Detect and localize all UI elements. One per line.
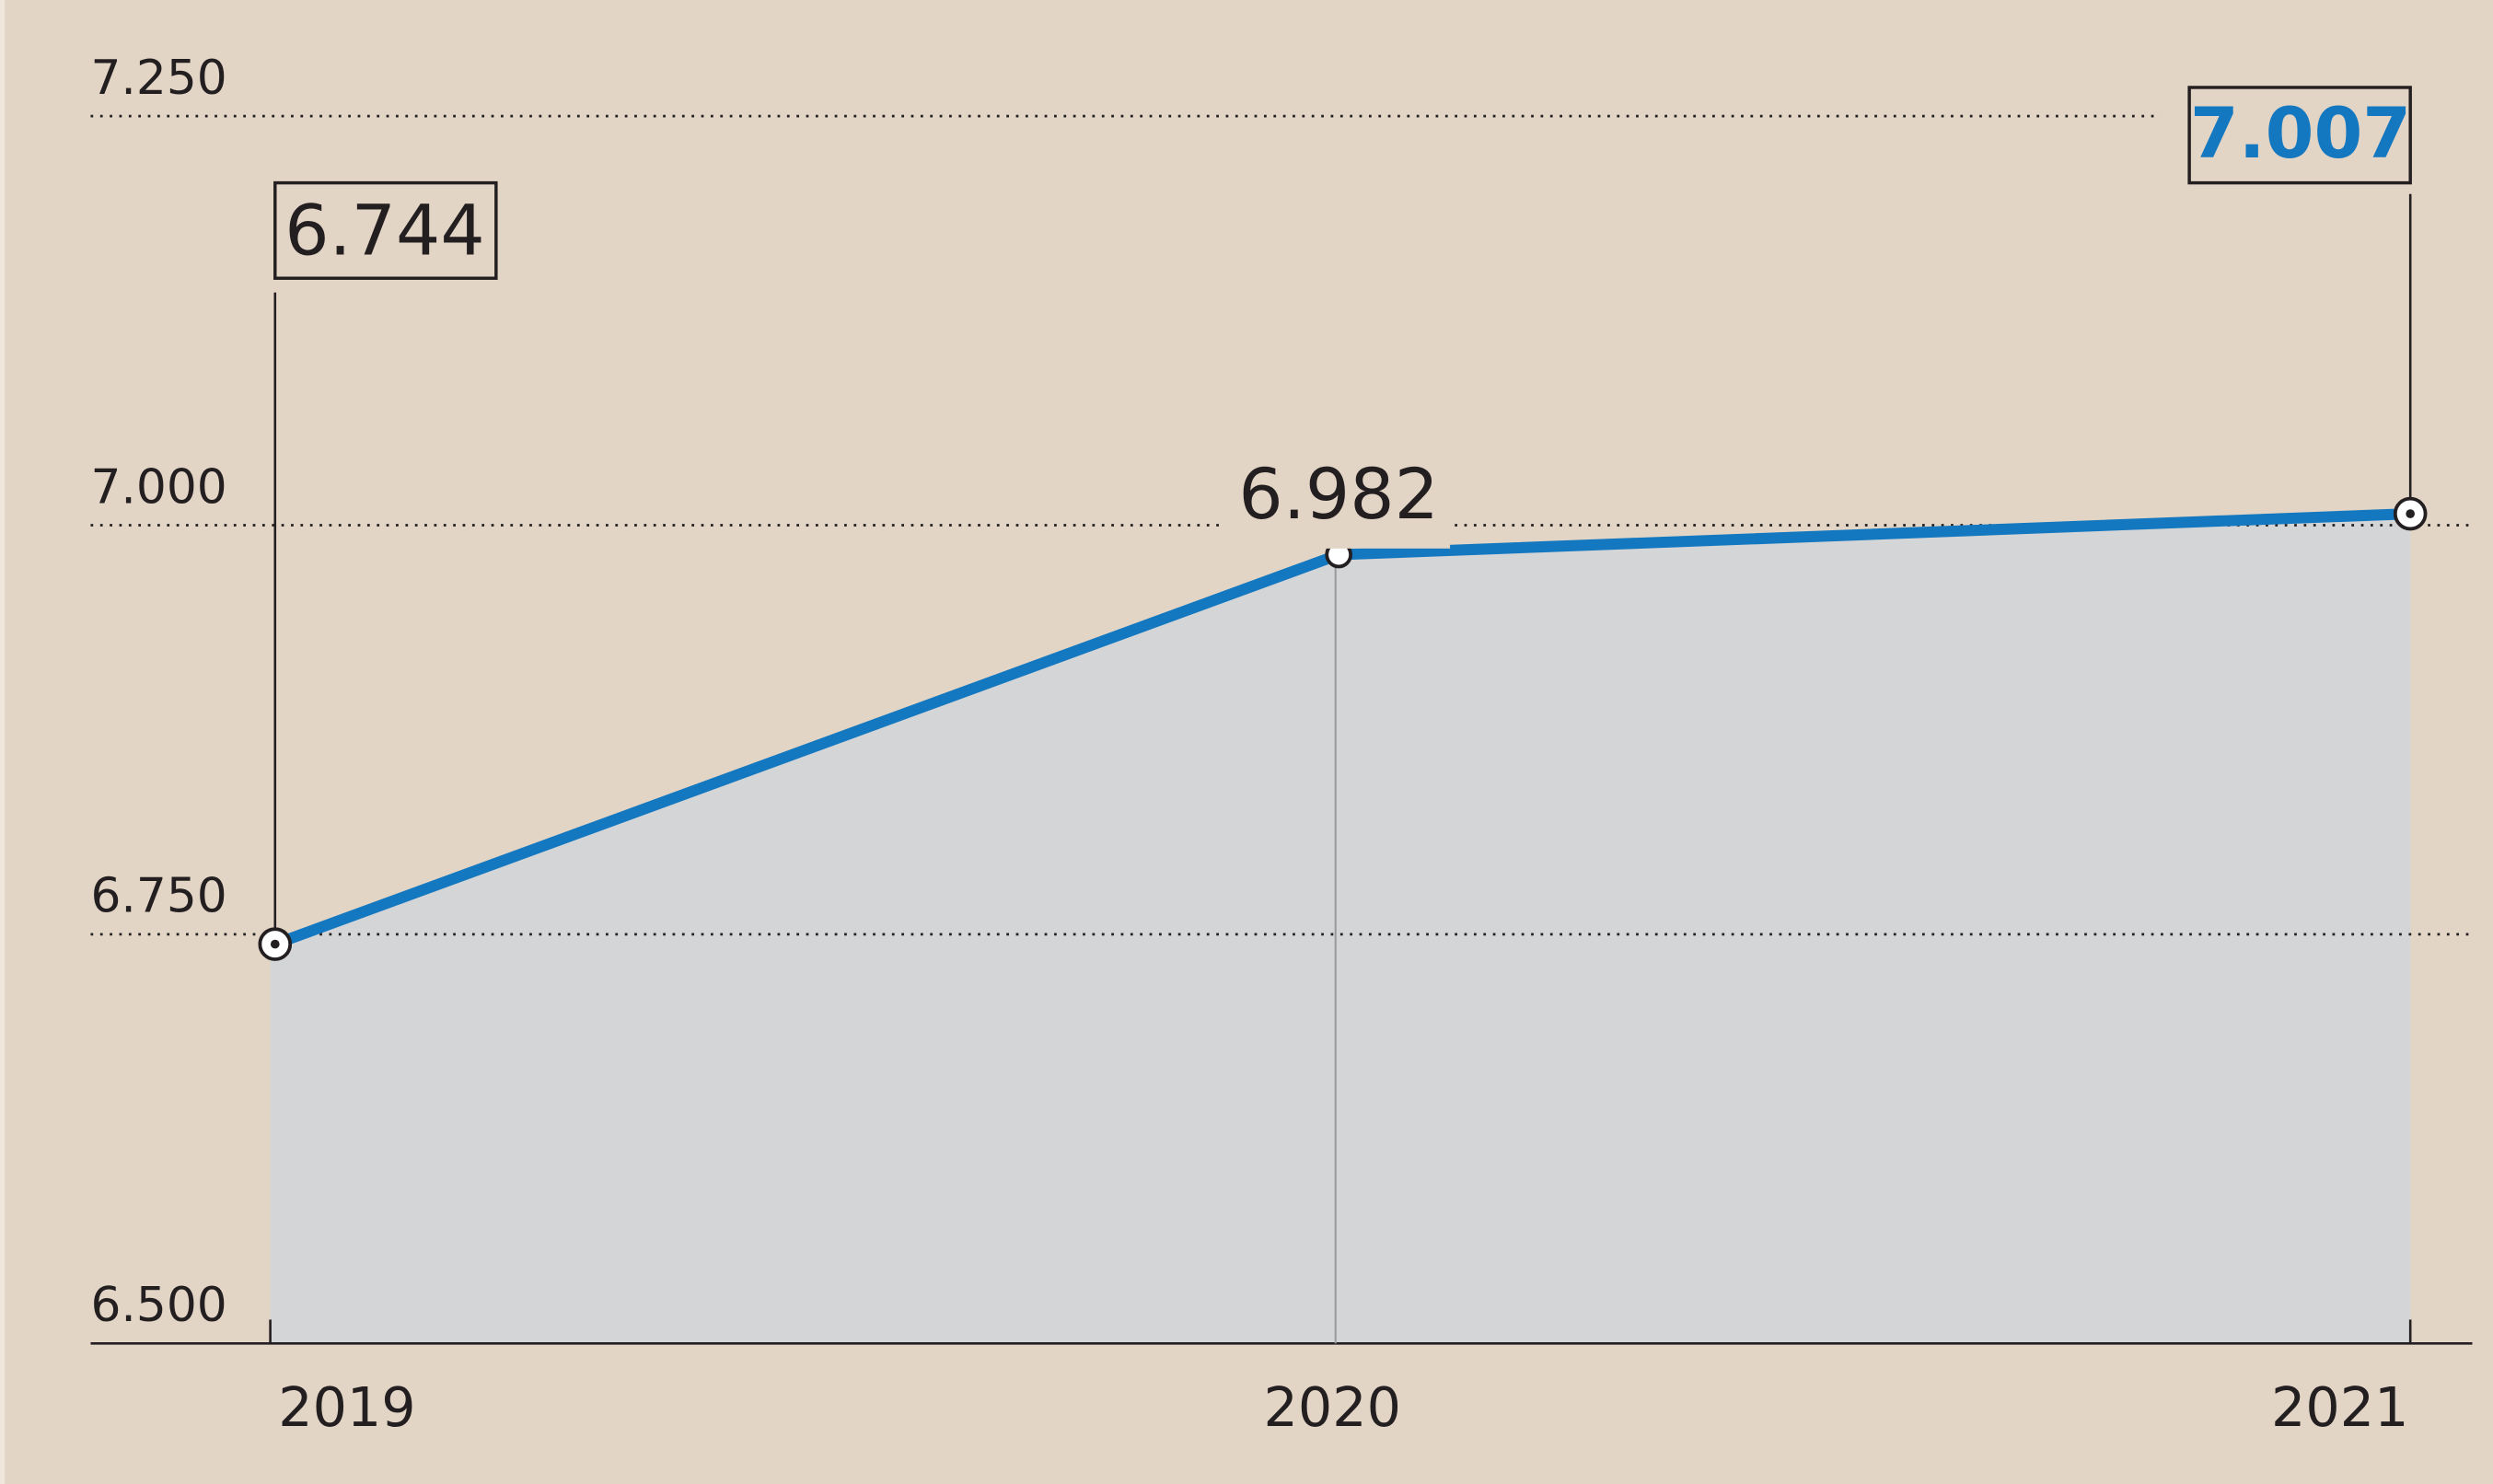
x-tick-label: 2021 bbox=[2271, 1376, 2408, 1439]
value-label: 6.744 bbox=[284, 189, 484, 271]
x-tick-label: 2019 bbox=[278, 1376, 415, 1439]
y-tick-label: 7.250 bbox=[90, 51, 226, 106]
value-label-highlight: 7.007 bbox=[2190, 92, 2411, 174]
label-box bbox=[2187, 86, 2412, 185]
area bbox=[270, 514, 2411, 1344]
y-tick-label: 6.750 bbox=[90, 869, 226, 924]
label-box bbox=[273, 180, 498, 280]
value-label: 6.982 bbox=[1238, 453, 1438, 535]
edge bbox=[0, 0, 6, 1484]
marker-dot bbox=[270, 939, 280, 949]
y-tick-label: 6.500 bbox=[90, 1278, 226, 1333]
label-box bbox=[2161, 82, 2479, 188]
x-tick-label: 2020 bbox=[1264, 1376, 1401, 1439]
label-bg bbox=[1223, 453, 1451, 549]
marker-dot bbox=[2406, 509, 2416, 518]
y-tick-label: 7.000 bbox=[90, 459, 226, 515]
